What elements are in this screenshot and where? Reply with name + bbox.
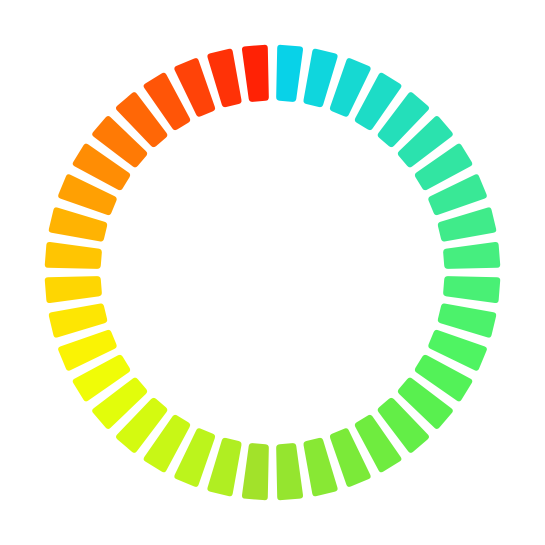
ring-segment-39 xyxy=(207,48,242,108)
ring-segment-20 xyxy=(276,443,304,501)
ring-segment-1 xyxy=(276,44,304,102)
ring-segment-35 xyxy=(92,115,148,168)
ring-segment-14 xyxy=(414,354,473,402)
ring-segment-24 xyxy=(143,414,191,473)
ring-segment-4 xyxy=(354,72,402,131)
ring-segment-34 xyxy=(72,143,131,191)
ring-segment-5 xyxy=(377,92,430,148)
ring-segment-21 xyxy=(241,443,269,501)
ring-segment-18 xyxy=(329,428,371,487)
ring-segment-27 xyxy=(72,354,131,402)
ring-segment-36 xyxy=(115,92,168,148)
ring-segment-40 xyxy=(241,44,269,102)
ring-segment-9 xyxy=(437,207,497,242)
ring-segment-37 xyxy=(143,72,191,131)
ring-segment-23 xyxy=(174,428,216,487)
ring-segment-10 xyxy=(443,241,501,269)
ring-segment-22 xyxy=(207,437,242,497)
ring-segments xyxy=(44,44,501,501)
ring-segment-19 xyxy=(303,437,338,497)
ring-segment-6 xyxy=(397,115,453,168)
ring-segment-12 xyxy=(437,303,497,338)
ring-segment-38 xyxy=(174,58,216,117)
ring-segment-32 xyxy=(48,207,108,242)
ring-segment-29 xyxy=(48,303,108,338)
ring-segment-17 xyxy=(354,414,402,473)
ring-segment-31 xyxy=(44,241,102,269)
ring-segment-11 xyxy=(443,276,501,304)
ring-segment-33 xyxy=(58,174,117,216)
ring-segment-8 xyxy=(428,174,487,216)
ring-segment-3 xyxy=(329,58,371,117)
ring-segment-15 xyxy=(397,377,453,430)
ring-segment-16 xyxy=(377,397,430,453)
ring-segment-7 xyxy=(414,143,473,191)
ring-segment-2 xyxy=(303,48,338,108)
ring-segment-28 xyxy=(58,329,117,371)
ring-segment-13 xyxy=(428,329,487,371)
ring-segment-25 xyxy=(115,397,168,453)
ring-segment-30 xyxy=(44,276,102,304)
ring-segment-26 xyxy=(92,377,148,430)
